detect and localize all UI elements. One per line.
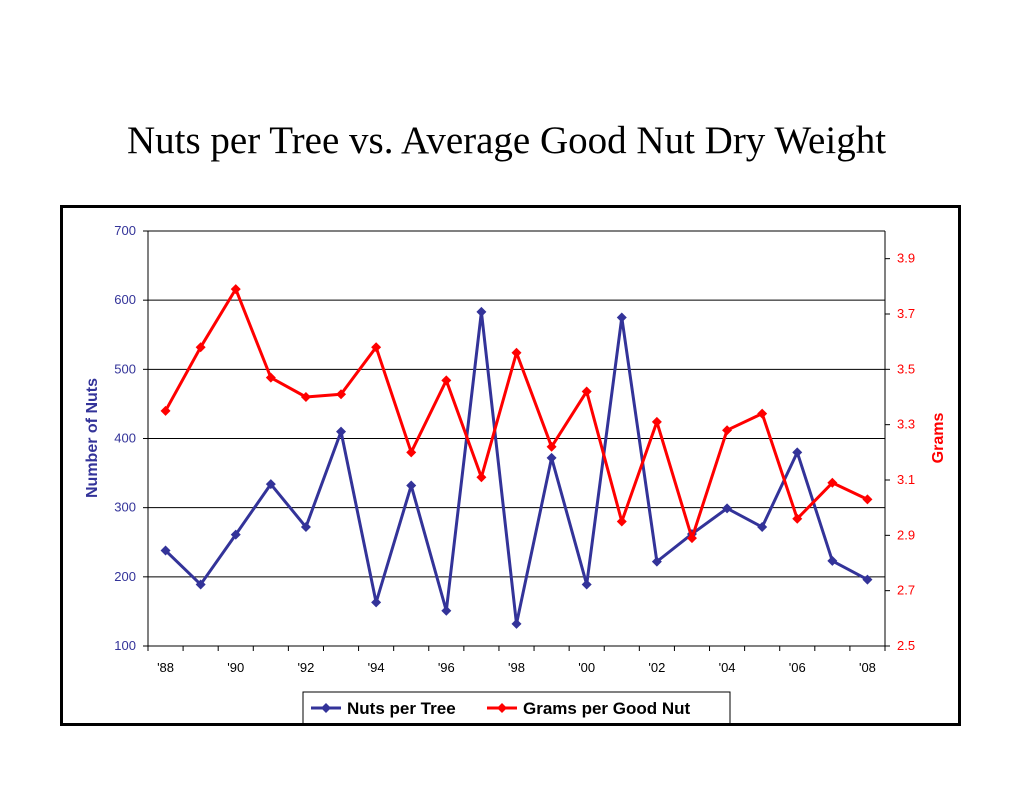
data-point: [757, 522, 768, 533]
x-tick-label: '90: [227, 660, 244, 675]
data-point: [616, 516, 627, 527]
x-tick-label: '98: [508, 660, 525, 675]
left-tick-label: 300: [114, 500, 136, 515]
x-tick-label: '08: [859, 660, 876, 675]
data-point: [336, 389, 347, 400]
gridlines: [148, 230, 885, 578]
right-tick-label: 3.1: [897, 472, 915, 487]
chart-frame: 100 200 300 400 500 600 700 2.5 2.7 2.9 3.1 3.3 3.5…: [60, 205, 961, 726]
data-point: [792, 447, 803, 458]
data-point: [651, 556, 662, 567]
data-point: [827, 477, 838, 488]
right-axis-title: Grams: [930, 413, 947, 464]
x-tick-label: '02: [648, 660, 665, 675]
data-point: [581, 579, 592, 590]
series-layer: [160, 284, 873, 629]
right-axis-ticks: 2.5 2.7 2.9 3.1 3.3 3.5 3.7 3.9: [885, 251, 915, 653]
legend-marker: [321, 703, 331, 713]
right-tick-label: 3.7: [897, 306, 915, 321]
data-point: [722, 425, 733, 436]
left-axis-title: Number of Nuts: [84, 378, 101, 498]
data-point: [862, 494, 873, 505]
series-grams-per-good-nut: [160, 284, 873, 544]
legend-label: Nuts per Tree: [347, 699, 456, 718]
legend-entry: Grams per Good Nut: [487, 699, 691, 718]
data-point: [371, 597, 382, 608]
data-point: [757, 408, 768, 419]
data-point: [476, 472, 487, 483]
data-point: [265, 372, 276, 383]
left-tick-label: 400: [114, 431, 136, 446]
right-tick-label: 2.7: [897, 583, 915, 598]
right-tick-label: 2.9: [897, 527, 915, 542]
x-tick-label: '88: [157, 660, 174, 675]
data-point: [827, 555, 838, 566]
data-point: [511, 618, 522, 629]
data-point: [441, 375, 452, 386]
data-point: [406, 480, 417, 491]
data-point: [406, 447, 417, 458]
data-point: [792, 513, 803, 524]
x-tick-label: '06: [789, 660, 806, 675]
left-axis-ticks: 100 200 300 400 500 600 700: [114, 223, 148, 653]
legend: Nuts per Tree Grams per Good Nut: [302, 691, 731, 723]
data-point: [371, 342, 382, 353]
right-tick-label: 3.5: [897, 361, 915, 376]
right-tick-label: 2.5: [897, 638, 915, 653]
data-point: [336, 426, 347, 437]
data-point: [195, 342, 206, 353]
data-point: [265, 479, 276, 490]
data-point: [160, 405, 171, 416]
left-tick-label: 600: [114, 292, 136, 307]
left-tick-label: 100: [114, 638, 136, 653]
slide-title: Nuts per Tree vs. Average Good Nut Dry W…: [126, 119, 887, 162]
data-point: [476, 306, 487, 317]
data-point: [300, 522, 311, 533]
legend-marker: [497, 703, 507, 713]
data-point: [195, 579, 206, 590]
dual-axis-line-chart: 100 200 300 400 500 600 700 2.5 2.7 2.9 3.1 3.3 3.5…: [84, 223, 947, 723]
right-tick-label: 3.3: [897, 417, 915, 432]
data-point: [722, 503, 733, 514]
data-point: [581, 386, 592, 397]
data-point: [616, 312, 627, 323]
data-point: [511, 347, 522, 358]
data-point: [160, 545, 171, 556]
data-point: [546, 452, 557, 463]
data-point: [230, 284, 241, 295]
x-tick-label: '94: [368, 660, 385, 675]
x-tick-label: '00: [578, 660, 595, 675]
right-tick-label: 3.9: [897, 251, 915, 266]
data-point: [651, 416, 662, 427]
data-point: [230, 529, 241, 540]
data-point: [862, 574, 873, 585]
series-nuts-per-tree: [160, 306, 873, 629]
x-axis-ticks: '88 '90 '92 '94 '96 '98 '00 '02 '04 '06 '08: [147, 646, 886, 675]
x-tick-label: '04: [719, 660, 736, 675]
data-point: [441, 605, 452, 616]
left-tick-label: 200: [114, 569, 136, 584]
left-tick-label: 500: [114, 361, 136, 376]
data-point: [300, 392, 311, 402]
data-point: [546, 441, 557, 452]
legend-entry: Nuts per Tree: [311, 699, 456, 718]
x-tick-label: '92: [297, 660, 314, 675]
left-tick-label: 700: [114, 223, 136, 238]
x-tick-label: '96: [438, 660, 455, 675]
data-point: [686, 533, 697, 544]
legend-label: Grams per Good Nut: [523, 699, 691, 718]
